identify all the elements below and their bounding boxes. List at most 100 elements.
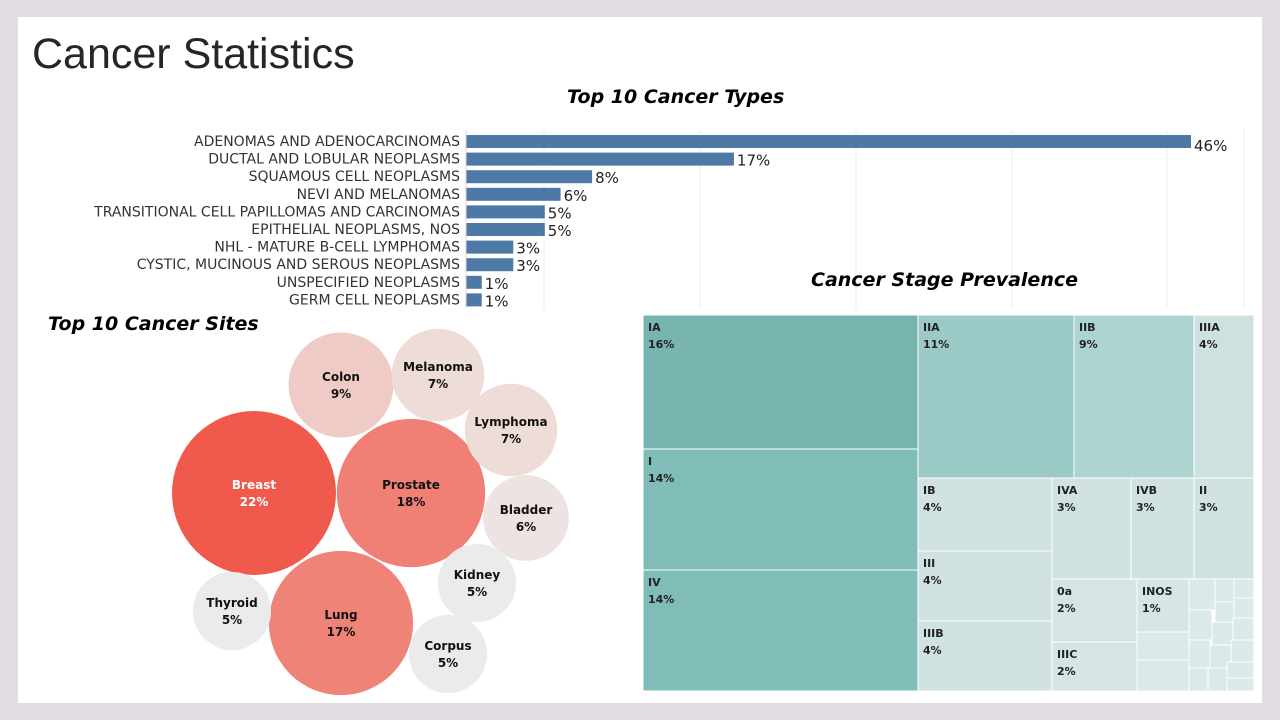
bar-value-label: 17% [737, 152, 770, 170]
treemap-small-cell [1211, 621, 1234, 646]
bar [466, 152, 734, 166]
bubble [464, 383, 558, 477]
treemap-cell [917, 314, 1075, 479]
treemap-cell-value: 14% [648, 472, 674, 485]
treemap-cell-value: 3% [1136, 501, 1155, 514]
treemap-title: Cancer Stage Prevalence [811, 269, 1078, 291]
treemap-cell [1193, 314, 1255, 479]
bar-value-label: 8% [595, 169, 619, 187]
bar-value-label: 3% [516, 240, 540, 258]
bubble [172, 411, 336, 575]
bar-value-label: 1% [485, 275, 509, 293]
bar [466, 293, 482, 307]
treemap-small-cell [1233, 597, 1255, 619]
treemap-cell-value: 4% [923, 501, 942, 514]
bubble-value-label: 18% [397, 495, 426, 509]
treemap-cell-name: I [648, 455, 652, 468]
treemap-small-cell [1214, 601, 1235, 623]
bar-category-label: ADENOMAS AND ADENOCARCINOMAS [194, 134, 460, 150]
bar [466, 258, 514, 272]
bubble-name-label: Kidney [454, 568, 501, 582]
bubble [408, 614, 488, 694]
treemap-cell [1051, 641, 1138, 692]
treemap-small-cell [1188, 667, 1209, 692]
treemap-small-cell [1233, 578, 1255, 599]
treemap-cell [1136, 578, 1190, 633]
treemap-cell [917, 477, 1053, 552]
bar-category-label: TRANSITIONAL CELL PAPILLOMAS AND CARCINO… [93, 204, 460, 220]
treemap-cell-name: IIIB [923, 627, 944, 640]
treemap-small-cell [1188, 578, 1216, 611]
bubble-name-label: Lung [324, 608, 357, 622]
treemap-cell [642, 569, 919, 692]
bubble-name-label: Breast [232, 478, 276, 492]
treemap-cell-name: 0a [1057, 585, 1072, 598]
treemap-small-cell [1214, 578, 1235, 603]
treemap-small-cell [1136, 631, 1190, 661]
page-title: Cancer Statistics [32, 30, 355, 78]
bubble-name-label: Melanoma [403, 360, 473, 374]
bubble-name-label: Thyroid [206, 596, 257, 610]
treemap-cell-value: 11% [923, 338, 949, 351]
bar-category-label: UNSPECIFIED NEOPLASMS [277, 275, 461, 291]
treemap-cell-value: 9% [1079, 338, 1098, 351]
treemap-cell-name: IIB [1079, 321, 1096, 334]
bar-value-label: 5% [548, 222, 572, 240]
bar-chart-title: Top 10 Cancer Types [567, 86, 785, 108]
bar [466, 135, 1191, 148]
bubble-value-label: 5% [222, 613, 242, 627]
bubble-value-label: 22% [240, 495, 269, 509]
treemap-cell [1051, 578, 1138, 643]
bar-category-label: CYSTIC, MUCINOUS AND SEROUS NEOPLASMS [137, 257, 460, 273]
bubble-value-label: 5% [438, 656, 458, 670]
bar [466, 170, 593, 184]
treemap-cell-value: 2% [1057, 665, 1076, 678]
bar-category-label: SQUAMOUS CELL NEOPLASMS [249, 169, 461, 185]
bubble-value-label: 6% [516, 520, 536, 534]
bar [466, 223, 545, 236]
treemap-cell-value: 4% [923, 644, 942, 657]
bubble-name-label: Lymphoma [474, 415, 547, 429]
bubble-value-label: 7% [428, 377, 448, 391]
bar-value-label: 46% [1194, 137, 1227, 155]
treemap-cell [1051, 477, 1132, 580]
bar-category-label: GERM CELL NEOPLASMS [289, 292, 460, 308]
treemap-cell-name: IIIC [1057, 648, 1077, 661]
treemap-cell-value: 2% [1057, 602, 1076, 615]
bar [466, 187, 561, 201]
treemap-small-cell [1136, 659, 1190, 692]
treemap-cell-value: 16% [648, 338, 674, 351]
bubble-chart-title: Top 10 Cancer Sites [48, 313, 259, 335]
bubble-name-label: Prostate [382, 478, 440, 492]
treemap-cell-name: IA [648, 321, 661, 334]
bubble-name-label: Colon [322, 370, 360, 384]
treemap-cell-value: 1% [1142, 602, 1161, 615]
bubble-value-label: 9% [331, 387, 351, 401]
bar-category-label: EPITHELIAL NEOPLASMS, NOS [251, 222, 460, 238]
bubble-value-label: 7% [501, 432, 521, 446]
treemap-cell-name: II [1199, 484, 1207, 497]
bubble [288, 332, 394, 438]
treemap-cell [642, 314, 919, 450]
treemap-cell [917, 550, 1053, 622]
treemap-cell [1073, 314, 1195, 479]
treemap-small-cell [1230, 639, 1255, 663]
treemap-small-cell [1232, 617, 1255, 641]
treemap-cell-value: 4% [1199, 338, 1218, 351]
treemap-small-cell [1188, 639, 1211, 669]
treemap-cell-name: III [923, 557, 935, 570]
treemap-cell [642, 448, 919, 571]
treemap-small-cell [1226, 677, 1255, 692]
treemap-cell-name: IB [923, 484, 935, 497]
treemap-small-cell [1207, 667, 1228, 692]
bar-value-label: 1% [485, 292, 509, 310]
treemap-cell-name: INOS [1142, 585, 1173, 598]
bubble [391, 328, 485, 422]
bubble [483, 475, 569, 561]
treemap-cell [917, 620, 1053, 692]
treemap-cell-name: IIIA [1199, 321, 1220, 334]
bubble-value-label: 5% [467, 585, 487, 599]
